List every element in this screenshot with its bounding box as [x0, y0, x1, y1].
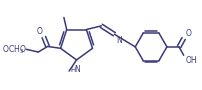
Text: OH: OH: [185, 56, 196, 65]
Text: $\mathregular{OCH_3}$: $\mathregular{OCH_3}$: [2, 43, 24, 56]
Text: O: O: [185, 29, 190, 38]
Text: H: H: [70, 67, 75, 73]
Text: N: N: [74, 66, 80, 75]
Text: N: N: [116, 36, 121, 45]
Text: O: O: [37, 27, 43, 36]
Text: O: O: [19, 45, 25, 54]
